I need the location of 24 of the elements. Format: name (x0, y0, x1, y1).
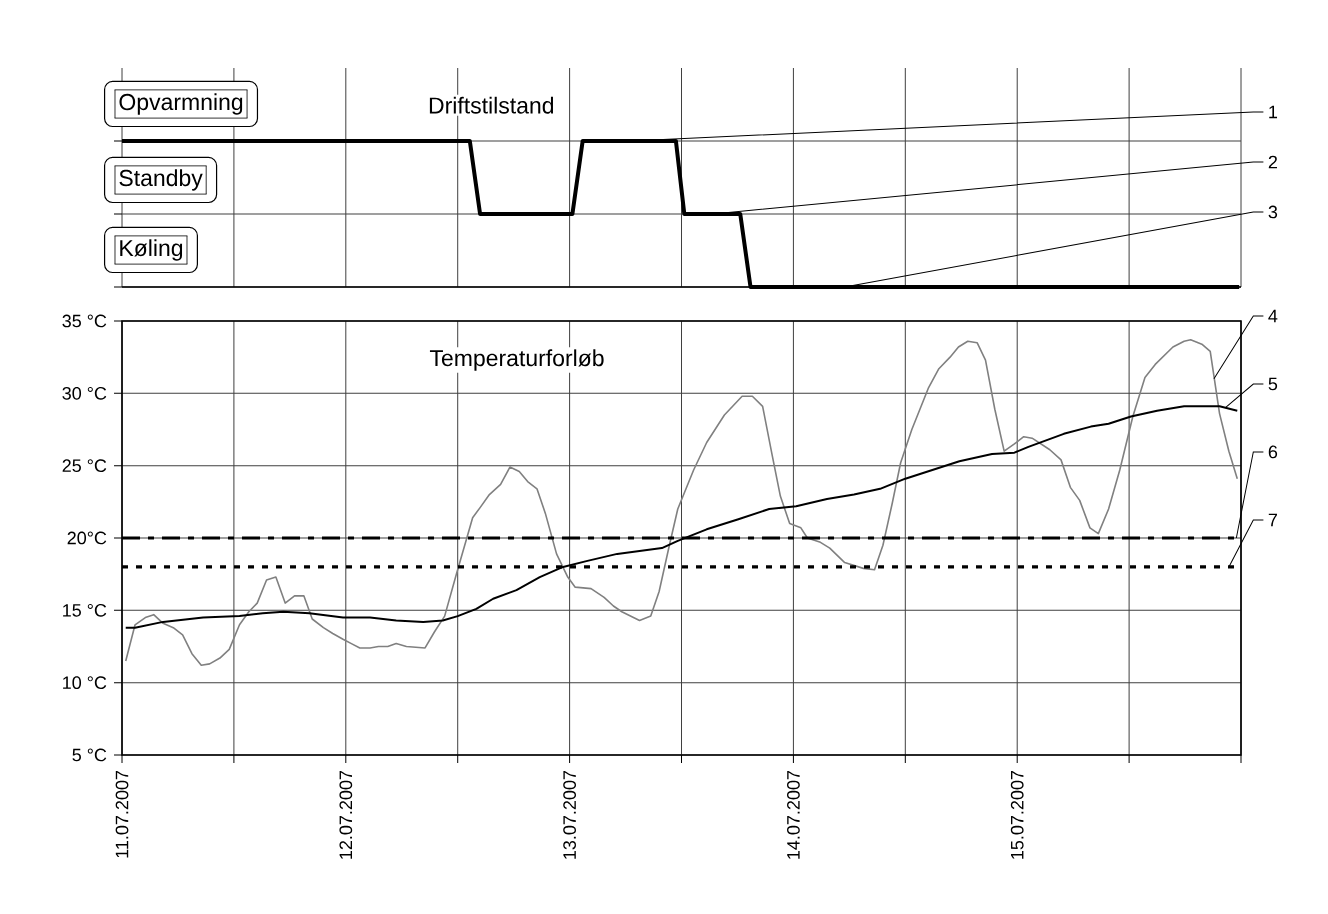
y-tick-label: 35 °C (62, 314, 107, 328)
x-tick-label: 13.07.2007 (563, 770, 576, 859)
annotation: 1 (1269, 105, 1278, 119)
annotation: 3 (1268, 205, 1278, 219)
annotation: 2 (1268, 155, 1277, 169)
y-tick-label: 25 °C (62, 459, 107, 473)
text: Opvarmning (119, 93, 243, 115)
annotation: 5 (1268, 377, 1278, 391)
y-tick-label: 20°C (67, 531, 107, 545)
x-tick-label: 11.07.2007 (115, 770, 129, 858)
y-tick-label: 15 °C (63, 603, 107, 617)
x-tick-label: 15.07.2007 (1010, 770, 1024, 859)
y-tick-label: 5 °C (72, 748, 107, 762)
y-tick-label: 30 °C (62, 386, 107, 400)
annotation: 7 (1268, 513, 1277, 527)
text: Temperaturforløb (429, 349, 604, 371)
annotation: 6 (1268, 445, 1278, 459)
y-tick-label: 10 °C (63, 676, 107, 690)
x-tick-label: 12.07.2007 (339, 770, 353, 859)
chart-title: Driftstilstand (429, 96, 554, 114)
annotation: 4 (1268, 309, 1278, 323)
annotation: Køling (120, 239, 183, 261)
x-tick-label: 14.07.2007 (787, 770, 800, 859)
annotation: Standby (119, 169, 203, 191)
